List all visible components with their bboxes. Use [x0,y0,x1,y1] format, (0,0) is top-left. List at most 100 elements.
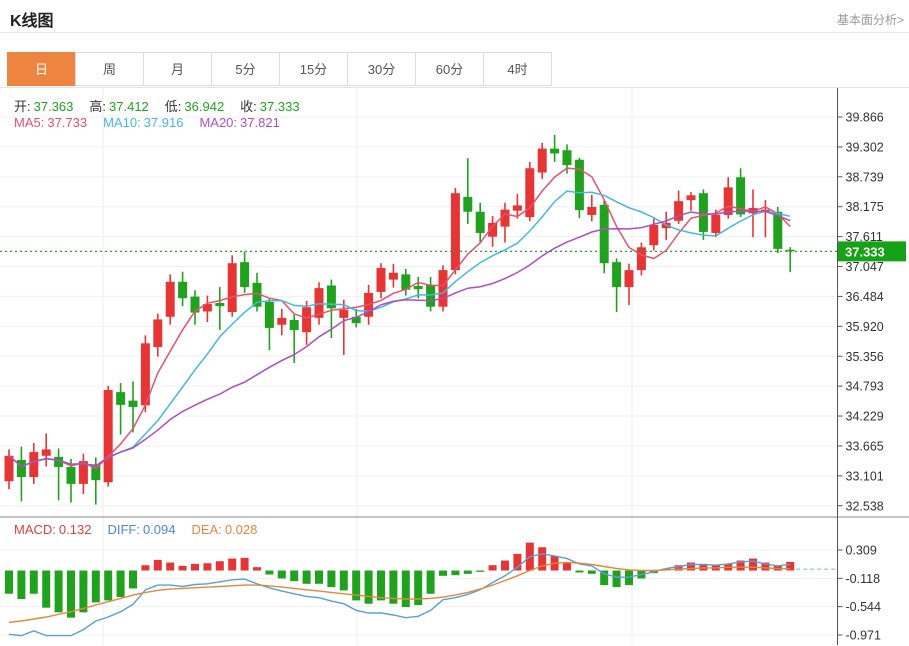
candle-body [16,460,26,477]
candle-body [438,270,448,307]
tab-15分[interactable]: 15分 [279,52,348,86]
tab-日[interactable]: 日 [7,52,76,86]
axis-label: 38.175 [846,200,884,214]
candles-group [4,134,795,505]
candle-body [66,466,76,484]
macd-bar [166,562,175,571]
macd-bar [364,570,373,604]
price-tag-value: 37.333 [845,244,885,259]
macd-bar [153,559,162,571]
macd-bar [240,557,249,571]
candle-body [326,285,336,309]
candle-body [165,281,175,317]
candle-body [649,225,659,246]
tab-月[interactable]: 月 [143,52,212,86]
macd-bar [129,570,137,589]
macd-bar [513,553,522,571]
macd-bar [687,562,695,571]
y-axis: 39.866 39.302 38.739 38.175 37.611 37.047 36.4… [837,88,906,645]
candle-body [302,307,312,333]
candle-body [562,150,572,166]
candle-body [488,222,498,237]
macd-bar [439,570,447,576]
ma20-line [8,210,791,468]
macd-bar [277,570,286,579]
macd-bar [29,570,38,594]
axis-label: 35.920 [846,320,884,334]
axis-label: 37.047 [846,260,884,274]
axis-label: 34.793 [846,380,884,394]
candle-body [674,201,684,221]
dea-line [8,561,791,623]
candle-body [512,205,522,211]
candle-body [723,187,733,215]
topbar: K线图 基本面分析> [0,0,909,33]
macd-bar [17,570,26,600]
macd-bar [426,570,435,594]
macd-bar [401,570,410,608]
candle-body [41,449,51,456]
candle-body [339,309,349,318]
macd-bar [587,570,596,574]
tab-60分[interactable]: 60分 [415,52,484,86]
tab-30分[interactable]: 30分 [347,52,416,86]
macd-bar [749,558,757,571]
axis-label: 34.229 [846,410,884,424]
candle-body [463,196,473,212]
candle-body [227,263,237,313]
macd-bar [5,570,13,594]
candle-body [587,206,597,215]
candle-body [624,270,634,288]
macd-bar [352,570,361,601]
macd-bar [377,570,385,601]
fundamental-analysis-link[interactable]: 基本面分析> [836,13,904,27]
macd-bar [451,570,460,576]
macd-bar [302,570,311,584]
macd-bar [191,563,199,571]
axis-label: 38.739 [846,170,884,184]
candle-body [314,288,324,318]
candle-body [351,316,361,324]
macd-bar [79,570,88,613]
candle-body [78,461,88,484]
candle-body [686,195,696,201]
macd-bar [538,547,547,571]
macd-bar [563,562,571,571]
axis-label: -0.971 [846,628,881,642]
tab-5分[interactable]: 5分 [211,52,280,86]
candle-body [599,204,609,264]
macd-bar [674,565,683,571]
price-tag [838,241,906,262]
axis-label: -0.544 [846,600,881,614]
candle-body [190,296,200,313]
diff-line [8,553,791,637]
candle-body [202,304,212,312]
macd-bar [339,570,348,591]
macd-bar [228,558,237,571]
candle-body [289,319,299,331]
tab-4时[interactable]: 4时 [483,52,552,86]
axis-label: 37.611 [846,230,883,244]
axis-label: 39.302 [846,140,884,154]
macd-bar [736,560,745,571]
tab-周[interactable]: 周 [75,52,144,86]
axis-label: 33.101 [846,469,884,483]
macd-bar [253,567,261,571]
macd-bar [699,563,708,571]
candle-body [711,214,721,233]
candle-body [612,262,622,288]
candle-body [500,209,510,227]
macd-bar [42,570,51,608]
axis-label: 35.356 [846,350,884,364]
candle-body [537,148,547,173]
candle-body [550,148,560,154]
macd-bar [178,565,187,571]
macd-bar [389,570,398,604]
candle-body [215,302,225,307]
candle-body [574,159,584,211]
macd-bar [141,565,150,571]
candle-body [128,400,138,407]
macd-bar [488,565,497,571]
candle-body [413,286,423,290]
